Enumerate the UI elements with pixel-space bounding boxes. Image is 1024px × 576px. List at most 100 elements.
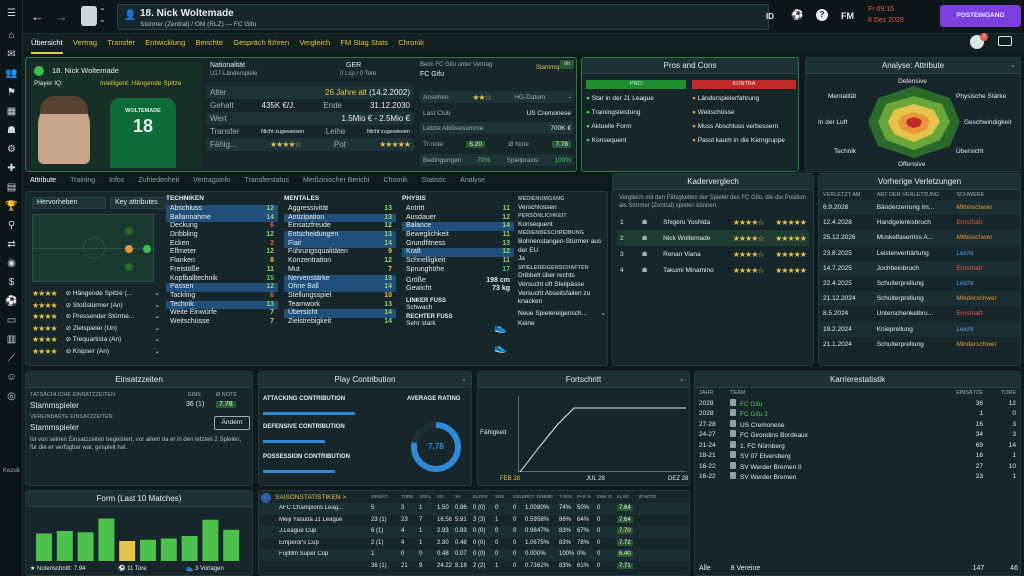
chevron-down-icon[interactable]: ⌄ bbox=[1010, 62, 1016, 69]
people-icon[interactable]: ☺ bbox=[6, 372, 17, 383]
attribute-row[interactable]: Weitschüsse 7 bbox=[166, 318, 278, 327]
attribute-row[interactable]: Freistöße 11 bbox=[166, 266, 278, 275]
subtab-history[interactable]: Chronik bbox=[383, 177, 408, 184]
injury-row[interactable]: 25.12.2026 Muskelfaserriss A... Mittelschw… bbox=[819, 230, 1020, 246]
squad-comparison-row[interactable]: 2 ☗ Nick Woltemade ★★★★☆ ★★★★★ bbox=[617, 230, 809, 246]
dynamics-icon[interactable]: ⚑ bbox=[7, 87, 16, 98]
squad-icon[interactable]: 👥 bbox=[5, 68, 18, 79]
continue-button[interactable]: POSTEINGANG bbox=[940, 5, 1021, 27]
attribute-row[interactable]: Kraft 12 bbox=[402, 248, 514, 258]
change-button[interactable]: Ändern bbox=[214, 416, 250, 430]
nav-compare[interactable]: Vergleich bbox=[299, 38, 331, 47]
nav-transfer[interactable]: Transfer bbox=[107, 38, 135, 47]
stats-icon[interactable]: ▥ bbox=[6, 334, 17, 345]
attribute-row[interactable]: Konzentration 12 bbox=[284, 257, 396, 266]
season-col-header[interactable]: SDS bbox=[495, 494, 505, 499]
attribute-row[interactable]: Aggressivität 13 bbox=[284, 205, 396, 214]
finances-icon[interactable]: $ bbox=[8, 277, 15, 288]
attribute-row[interactable]: Einsatzfreude 12 bbox=[284, 222, 396, 231]
squad-comparison-row[interactable]: 1 ☗ Shigeru Yoshida ★★★★☆ ★★★★★ bbox=[617, 214, 809, 230]
season-row[interactable]: J.League Cup 6 (1) 4 1 2.93 0.83 0 (0) 0 0 0.98 47… bbox=[259, 526, 689, 538]
attribute-row[interactable]: Mut 7 bbox=[284, 266, 396, 275]
competitions-icon[interactable]: 🏆 bbox=[5, 201, 18, 212]
menu-icon[interactable]: ☰ bbox=[7, 7, 16, 19]
attribute-row[interactable]: Ecken 2 bbox=[166, 240, 278, 249]
subtab-medical[interactable]: Medizinischer Bericht bbox=[303, 177, 370, 184]
attribute-row[interactable]: Passen 12 bbox=[166, 283, 278, 292]
attribute-row[interactable]: Führungsqualitäten 9 bbox=[284, 248, 396, 257]
calendar-icon[interactable]: ▤ bbox=[6, 182, 17, 193]
season-col-header[interactable]: KLÄR. bbox=[617, 494, 631, 499]
career-row[interactable]: 21-24 1. FC Nürnberg 69 14 bbox=[695, 440, 1020, 451]
forward-arrow-icon[interactable]: → bbox=[55, 9, 68, 24]
role-row[interactable]: ★★★★ ⊘ Stoßstürmer (An) ⌄ bbox=[32, 300, 160, 310]
career-row[interactable]: 16-22 SV Werder Bremen II 27 10 bbox=[695, 461, 1020, 472]
career-row[interactable]: 24-27 FC Girondins Bordeaux 34 3 bbox=[695, 430, 1020, 441]
season-row[interactable]: 36 (1) 21 9 24.22 8.18 2 (2) 1 0 0.73 62% 83% 61% 0 7… bbox=[259, 561, 689, 573]
season-col-header[interactable]: EINSÄT... bbox=[371, 494, 391, 499]
attribute-row[interactable]: Flanken 8 bbox=[166, 257, 278, 266]
chevron-down-icon[interactable]: ⌄ bbox=[461, 376, 467, 383]
attribute-row[interactable]: Beweglichkeit 11 bbox=[402, 231, 514, 240]
injury-row[interactable]: 14.7.2025 Jochbeinbruch Ernsthaft bbox=[819, 260, 1020, 276]
subtab-info[interactable]: Infos bbox=[109, 177, 125, 184]
season-col-header[interactable]: ZWK G bbox=[597, 494, 612, 499]
attribute-row[interactable]: Übersicht 14 bbox=[284, 309, 396, 318]
career-row[interactable]: 16-22 SV Werder Bremen 23 1 bbox=[695, 472, 1020, 483]
career-row[interactable]: 27-28 US Cremonese 16 3 bbox=[695, 419, 1020, 430]
subtab-training[interactable]: Training bbox=[70, 177, 96, 184]
attribute-row[interactable]: Ohne Ball 14 bbox=[284, 283, 396, 292]
injury-row[interactable]: 23.8.2025 Leistenverhärtung Leicht bbox=[819, 246, 1020, 261]
attribute-row[interactable]: Weite Einwürfe 7 bbox=[166, 309, 278, 318]
club-crest-icon[interactable] bbox=[81, 6, 97, 26]
attribute-row[interactable]: Kopfballtechnik 15 bbox=[166, 275, 278, 284]
tactics-icon[interactable]: ▦ bbox=[6, 106, 17, 117]
season-row[interactable]: Fujifilm Super Cup 1 0 0 0.48 0.07 0 (0) 0 0 0.00… bbox=[259, 549, 689, 561]
season-col-header[interactable]: TORE bbox=[401, 494, 414, 499]
staff-icon[interactable]: ☗ bbox=[7, 125, 16, 136]
nav-stag-stats[interactable]: FM Stag Stats bbox=[340, 38, 388, 47]
season-col-header[interactable]: ROT bbox=[525, 494, 535, 499]
nav-reports[interactable]: Berichte bbox=[195, 38, 224, 47]
role-row[interactable]: ★★★★ ⊘ Hängende Spitze (... ⌄ bbox=[32, 289, 160, 298]
career-row[interactable]: 18-21 SV 07 Elversberg 16 1 bbox=[695, 451, 1020, 462]
season-col-header[interactable]: VORL bbox=[419, 494, 432, 499]
club-info-icon[interactable]: ◉ bbox=[7, 258, 16, 269]
scouting-icon[interactable]: ⚲ bbox=[7, 220, 16, 231]
medical-icon[interactable]: ✚ bbox=[7, 163, 16, 174]
attribute-row[interactable]: Elfmeter 12 bbox=[166, 248, 278, 257]
attribute-row[interactable]: Flair 14 bbox=[284, 239, 396, 249]
help-icon[interactable]: ? bbox=[816, 9, 828, 21]
attribute-row[interactable]: Nervenstärke 13 bbox=[284, 274, 396, 284]
career-row[interactable]: 2028 FC Gifu 36 12 bbox=[695, 398, 1020, 409]
role-row[interactable]: ★★★★ ⊘ Trequartista (An) ⌄ bbox=[32, 335, 160, 344]
report-icon[interactable]: ▭ bbox=[6, 315, 17, 326]
season-col-header[interactable]: XA bbox=[455, 494, 462, 499]
attribute-row[interactable]: Ausdauer 12 bbox=[402, 214, 514, 223]
injury-row[interactable]: 22.4.2025 Schulterprellung Leicht bbox=[819, 276, 1020, 291]
attribute-row[interactable]: Deckung 6 bbox=[166, 222, 278, 231]
career-row[interactable]: 2028 FC Gifu 2 1 0 bbox=[695, 409, 1020, 420]
trend-icon[interactable]: ⟋ bbox=[8, 353, 15, 364]
attribute-row[interactable]: Stellungsspiel 10 bbox=[284, 292, 396, 301]
subtab-analysis[interactable]: Analyse bbox=[460, 177, 486, 184]
back-arrow-icon[interactable]: ← bbox=[31, 9, 44, 24]
injury-row[interactable]: 21.12.2024 Schulterprellung Minderschwer bbox=[819, 291, 1020, 307]
season-row[interactable]: Meiji Yasuda J1 League 23 (1) 23 7 16.56 5.91… bbox=[259, 515, 689, 527]
season-stats-title[interactable]: SAISONSTATISTIKEN > bbox=[275, 494, 347, 501]
subtab-contract-info[interactable]: Vertragsinfo bbox=[193, 177, 231, 184]
attribute-row[interactable]: Zielstrebigkeit 14 bbox=[284, 318, 396, 327]
season-row[interactable]: Emperor's Cup 2 (1) 4 1 2.80 0.48 0 (0) 0 0 1.06 7… bbox=[259, 538, 689, 550]
attribute-row[interactable]: Grundfitness 13 bbox=[402, 240, 514, 249]
attribute-row[interactable]: Entscheidungen 13 bbox=[284, 231, 396, 240]
squad-comparison-row[interactable]: 4 ☗ Takumi Minamino ★★★★☆ ★★★★★ bbox=[617, 262, 809, 278]
attribute-row[interactable]: Teamwork 13 bbox=[284, 301, 396, 310]
season-col-header[interactable]: DRB/90 bbox=[537, 494, 553, 499]
season-row[interactable]: AFC Champions Leag... 5 3 1 1.50 0.86 0 (0) 0 0 1… bbox=[259, 503, 689, 515]
subtab-transfer-status[interactable]: Transferstatus bbox=[244, 177, 289, 184]
season-col-header[interactable]: Ø NOTE bbox=[639, 494, 657, 499]
world-icon[interactable]: ◎ bbox=[7, 391, 16, 402]
chevron-updown-icon[interactable]: ⌃ ⌄ bbox=[99, 7, 106, 24]
injury-row[interactable]: 21.1.2024 Schulterprellung Minderschwer bbox=[819, 337, 1020, 352]
nav-development[interactable]: Entwicklung bbox=[145, 38, 186, 47]
